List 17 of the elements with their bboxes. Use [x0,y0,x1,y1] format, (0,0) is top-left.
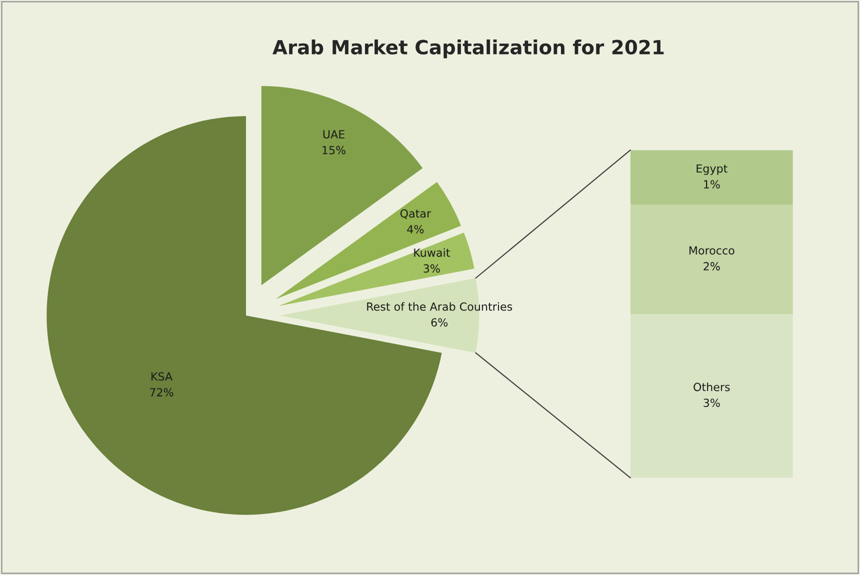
data-label: 3% [424,264,440,273]
series-label: Egypt [696,164,728,175]
series-label: Others [694,382,730,392]
data-label: 3% [704,398,720,408]
data-label: 1% [704,180,720,189]
data-label: 72% [150,388,174,396]
slice-label: UAE [323,130,344,139]
series-label: Morocco [689,246,734,255]
slice-label: KSA [152,372,172,381]
chart-title: Arab Market Capitalization for 2021 [272,39,664,58]
slice-label: Qatar [400,209,432,219]
data-label: 6% [431,318,448,327]
slice-label: Kuwait [414,248,450,257]
data-label: 2% [704,262,720,270]
data-label: 15% [322,146,346,154]
data-label: 4% [407,225,424,234]
slice-label: Rest of the Arab Countries [367,302,512,311]
